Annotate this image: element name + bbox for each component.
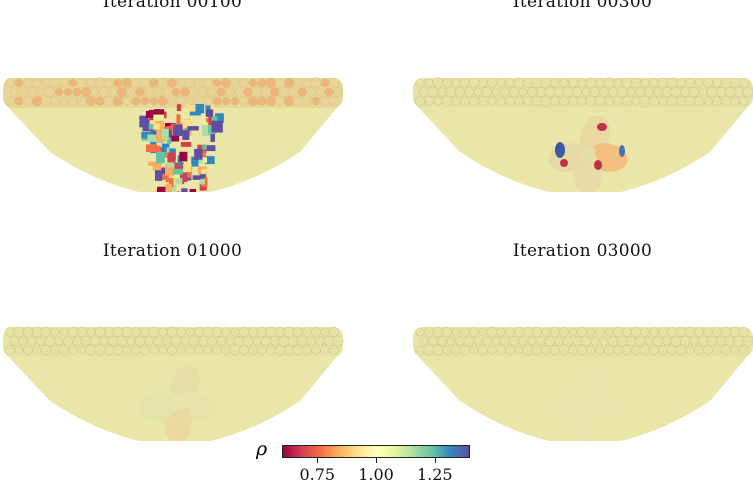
- propeller: [548, 364, 628, 441]
- deck-particles: [4, 326, 344, 356]
- colorbar-label: ρ: [256, 438, 268, 460]
- colorbar-tick: [434, 458, 436, 463]
- hull-render: [413, 326, 753, 441]
- hull-shape: [5, 104, 340, 192]
- panel-title: Iteration 00100: [102, 0, 243, 12]
- panel-title: Iteration 00300: [512, 0, 653, 12]
- panel-title: Iteration 01000: [102, 241, 243, 261]
- panel-title: Iteration 03000: [512, 241, 653, 261]
- hull-render: [3, 77, 343, 192]
- deck-particles: [415, 77, 753, 107]
- panel-iteration-03000: Iteration 03000: [410, 241, 753, 441]
- noisy-density-region: [139, 104, 224, 192]
- panel-iteration-00100: Iteration 00100: [0, 0, 345, 192]
- deck-particles: [5, 77, 343, 107]
- propeller-hub: [170, 395, 186, 411]
- propeller: [138, 364, 218, 441]
- deck-particles: [415, 326, 753, 356]
- propeller-blade: [548, 392, 589, 421]
- hull-render: [3, 326, 344, 441]
- propeller-hub: [580, 146, 596, 162]
- colorbar-tick-label: 1.00: [358, 465, 394, 484]
- propeller-blade: [138, 392, 179, 421]
- colorbar-gradient: [282, 445, 470, 458]
- colorbar-tick-label: 0.75: [299, 465, 336, 484]
- panel-iteration-00300: Iteration 00300: [410, 0, 753, 192]
- colorbar-tick-label: 1.25: [416, 465, 453, 484]
- colorbar-tick: [317, 458, 319, 463]
- hull-render: [413, 77, 753, 192]
- colorbar: ρ 0.75 1.00 1.25: [250, 438, 490, 494]
- colorbar-tick: [376, 458, 377, 463]
- propeller: [548, 115, 628, 192]
- panel-iteration-01000: Iteration 01000: [0, 241, 345, 441]
- propeller-hub: [580, 395, 596, 411]
